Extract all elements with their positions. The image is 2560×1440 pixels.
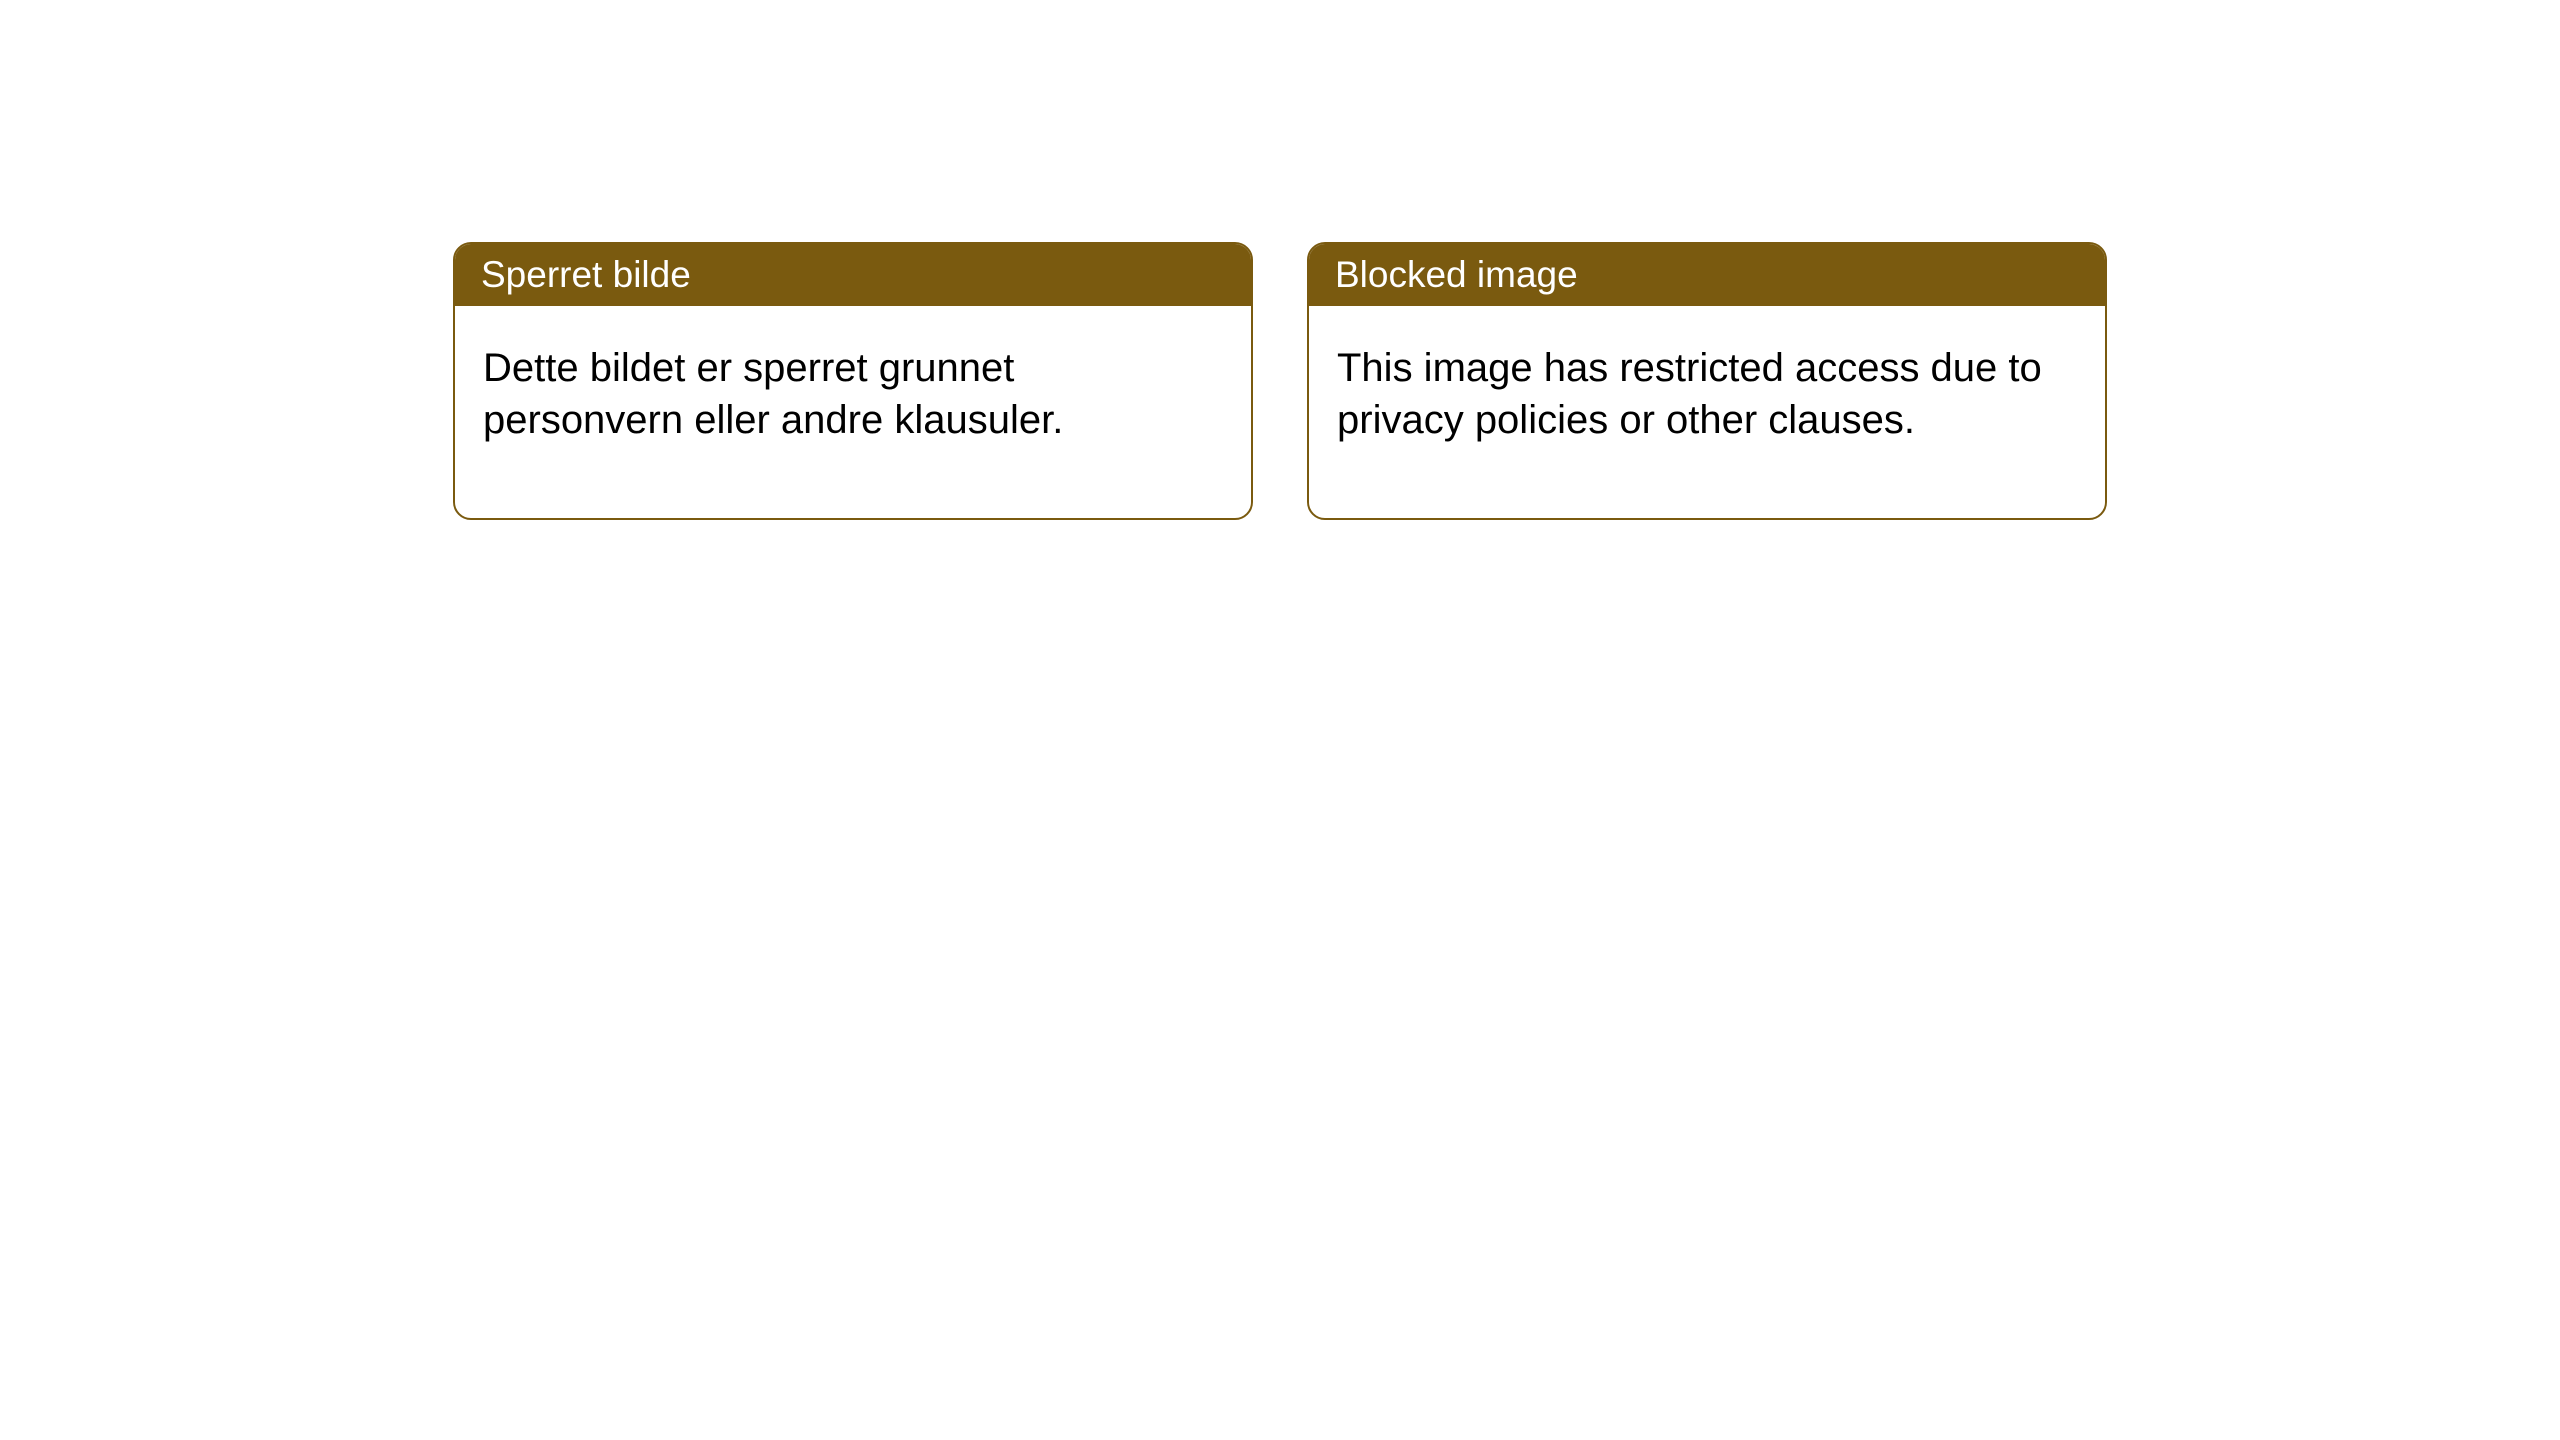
notice-card-body: Dette bildet er sperret grunnet personve…	[455, 306, 1251, 518]
notice-card-container: Sperret bilde Dette bildet er sperret gr…	[453, 242, 2107, 520]
notice-card-header: Blocked image	[1309, 244, 2105, 306]
notice-card-english: Blocked image This image has restricted …	[1307, 242, 2107, 520]
notice-card-text: Dette bildet er sperret grunnet personve…	[483, 346, 1063, 442]
notice-card-text: This image has restricted access due to …	[1337, 346, 2042, 442]
notice-card-title: Sperret bilde	[481, 254, 691, 295]
notice-card-norwegian: Sperret bilde Dette bildet er sperret gr…	[453, 242, 1253, 520]
notice-card-header: Sperret bilde	[455, 244, 1251, 306]
notice-card-body: This image has restricted access due to …	[1309, 306, 2105, 518]
notice-card-title: Blocked image	[1335, 254, 1578, 295]
